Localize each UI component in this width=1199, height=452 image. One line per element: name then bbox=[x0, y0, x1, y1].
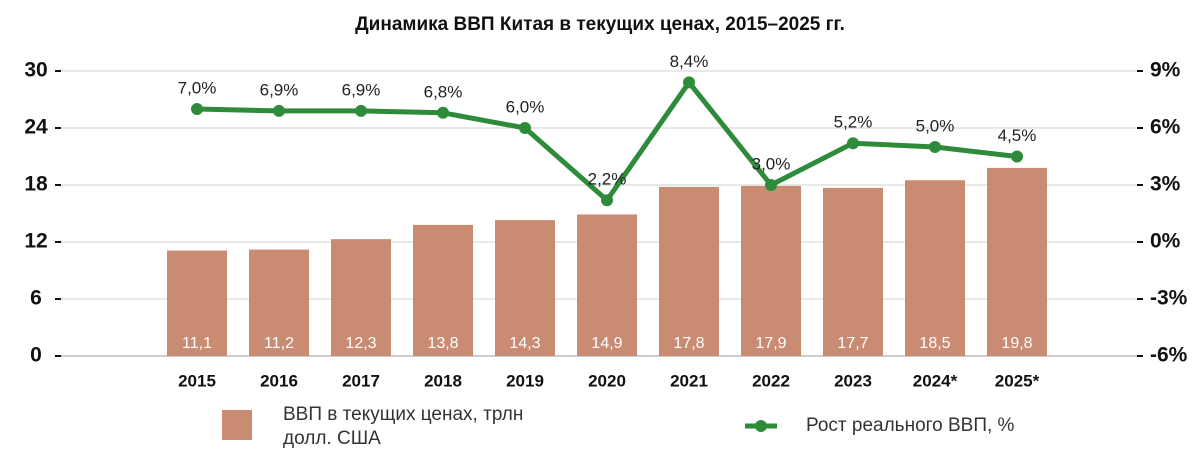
line-point bbox=[191, 103, 203, 115]
line-value-label: 6,8% bbox=[424, 82, 463, 101]
x-tick-label: 2025* bbox=[995, 371, 1040, 390]
bar bbox=[413, 224, 473, 356]
line-point bbox=[765, 179, 777, 191]
bar-value-label: 17,7 bbox=[837, 335, 868, 352]
y2-tick-label: 9% bbox=[1150, 59, 1181, 82]
line-point bbox=[437, 106, 449, 119]
bar-value-label: 11,1 bbox=[182, 335, 212, 352]
x-tick-label: 2022 bbox=[752, 371, 790, 390]
x-tick-label: 2015 bbox=[178, 371, 216, 390]
y-tick-label: 30 bbox=[24, 59, 47, 82]
line-value-label: 5,0% bbox=[916, 116, 955, 135]
line-value-label: 3,0% bbox=[752, 154, 791, 173]
line-value-label: 6,9% bbox=[260, 80, 299, 99]
line-point bbox=[355, 104, 367, 117]
legend-label: ВВП в текущих ценах, трлн долл. США bbox=[283, 404, 524, 449]
x-tick-label: 2023 bbox=[834, 371, 872, 390]
y-tick-label: 6 bbox=[30, 287, 42, 310]
y-tick-label: 0 bbox=[30, 344, 42, 367]
line-point bbox=[929, 141, 941, 153]
bar-value-label: 14,3 bbox=[509, 335, 540, 352]
y2-tick-label: 0% bbox=[1150, 230, 1181, 253]
line-value-label: 8,4% bbox=[670, 52, 709, 71]
bar-value-label: 14,9 bbox=[591, 335, 622, 352]
line-value-label: 5,2% bbox=[834, 113, 873, 132]
line-value-label: 6,0% bbox=[506, 97, 545, 116]
bar-value-label: 19,8 bbox=[1001, 335, 1032, 352]
line-point bbox=[273, 104, 285, 117]
x-tick-label: 2021 bbox=[670, 371, 708, 390]
y2-tick-label: -6% bbox=[1150, 344, 1188, 367]
legend-label: Рост реального ВВП, % bbox=[806, 415, 1015, 436]
line-value-label: 2,2% bbox=[588, 170, 627, 189]
chart-title: Динамика ВВП Китая в текущих ценах, 2015… bbox=[355, 14, 845, 35]
bar bbox=[167, 250, 227, 356]
y2-tick-label: 3% bbox=[1150, 173, 1181, 196]
y2-tick-label: 6% bbox=[1150, 116, 1181, 139]
line-point bbox=[519, 122, 531, 134]
x-tick-label: 2019 bbox=[506, 371, 544, 390]
bar-value-label: 17,9 bbox=[755, 335, 786, 352]
bar-value-label: 12,3 bbox=[345, 335, 376, 352]
bar-value-label: 11,2 bbox=[264, 335, 294, 352]
line-value-label: 4,5% bbox=[998, 126, 1037, 145]
bar-value-label: 18,5 bbox=[919, 335, 950, 352]
x-tick-label: 2020 bbox=[588, 371, 626, 390]
bar bbox=[741, 185, 801, 356]
bar-value-label: 13,8 bbox=[427, 335, 458, 352]
bar bbox=[331, 239, 391, 356]
line-value-label: 6,9% bbox=[342, 80, 381, 99]
y-tick-label: 12 bbox=[24, 230, 47, 253]
bar bbox=[249, 249, 309, 356]
bar bbox=[495, 220, 555, 356]
y-tick-label: 24 bbox=[24, 116, 48, 139]
bar bbox=[987, 167, 1047, 356]
x-tick-label: 2016 bbox=[260, 371, 298, 390]
bar bbox=[905, 180, 965, 356]
bar bbox=[577, 214, 637, 356]
x-tick-label: 2017 bbox=[342, 371, 380, 390]
bar bbox=[659, 186, 719, 356]
legend-swatch bbox=[222, 410, 252, 440]
bar bbox=[823, 187, 883, 356]
x-tick-label: 2024* bbox=[913, 371, 958, 390]
line-point bbox=[601, 194, 613, 207]
line-value-label: 7,0% bbox=[178, 78, 217, 97]
x-tick-label: 2018 bbox=[424, 371, 462, 390]
y2-tick-label: -3% bbox=[1150, 287, 1188, 310]
legend-swatch bbox=[755, 420, 767, 432]
line-point bbox=[683, 76, 695, 89]
line-point bbox=[1011, 150, 1023, 163]
y-tick-label: 18 bbox=[24, 173, 48, 196]
bar-value-label: 17,8 bbox=[673, 335, 704, 352]
line-point bbox=[847, 137, 859, 150]
